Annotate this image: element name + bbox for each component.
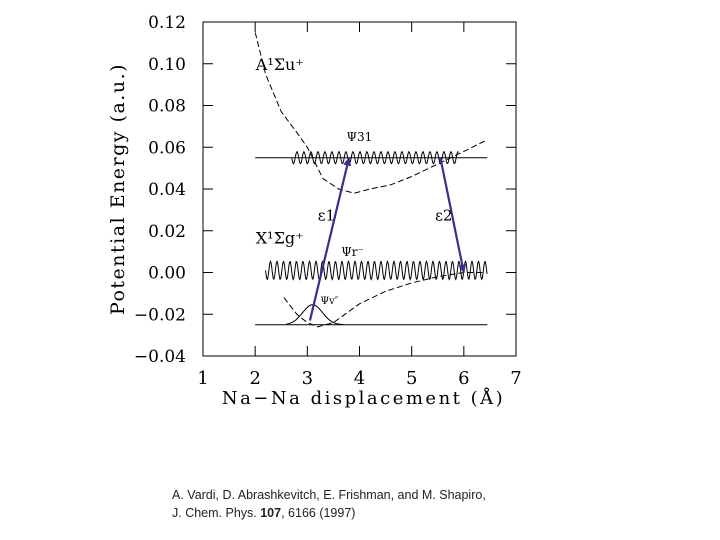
y-tick-label: 0.02 [148, 222, 186, 242]
epsilon-2-label: ε2 [435, 206, 452, 224]
psi-v-label: Ψv″ [320, 296, 338, 307]
y-tick-label: 0.04 [148, 180, 186, 200]
citation: A. Vardi, D. Abrashkevitch, E. Frishman,… [172, 486, 572, 522]
psi-31-label: Ψ31 [346, 130, 372, 144]
citation-line-1: A. Vardi, D. Abrashkevitch, E. Frishman,… [172, 488, 486, 502]
transition-arrow-1 [308, 156, 352, 321]
x-tick-label: 3 [302, 368, 313, 389]
upper-potential-curve [254, 32, 485, 194]
x-tick-label: 4 [354, 368, 365, 389]
citation-journal: J. Chem. Phys. [172, 506, 261, 520]
plot-frame [202, 21, 517, 357]
y-tick-label: 0.06 [148, 138, 186, 158]
transition-arrow-2 [439, 157, 467, 274]
citation-pages-year: , 6166 (1997) [281, 506, 356, 520]
upper-wavefunction [291, 150, 459, 165]
x-tick-label: 1 [197, 368, 208, 389]
upper-state-label: A¹Σu⁺ [255, 55, 304, 74]
y-tick-label: 0.12 [148, 13, 186, 33]
x-tick-label: 7 [510, 368, 521, 389]
citation-line-2: J. Chem. Phys. 107, 6166 (1997) [172, 504, 572, 522]
x-tick-label: 6 [458, 368, 469, 389]
y-tick-label: 0.10 [148, 55, 186, 75]
continuum-wavefunction [265, 260, 488, 281]
citation-volume: 107 [260, 506, 282, 520]
y-axis-title: Potential Energy (a.u.) [107, 63, 129, 315]
psi-r-label: Ψr⁻ [341, 245, 364, 259]
x-tick-label: 5 [406, 368, 417, 389]
epsilon-1-label: ε1 [318, 206, 335, 224]
x-tick-label: 2 [249, 368, 260, 389]
y-tick-label: 0.00 [148, 264, 186, 284]
x-axis-title: Na−Na displacement (Å) [222, 387, 505, 409]
ground-wavefunction [286, 304, 344, 325]
y-tick-label: −0.04 [134, 347, 186, 367]
lower-state-label: X¹Σg⁺ [256, 228, 304, 247]
y-tick-label: −0.02 [134, 305, 186, 325]
y-tick-label: 0.08 [148, 97, 186, 117]
lower-potential-curve [283, 272, 485, 328]
